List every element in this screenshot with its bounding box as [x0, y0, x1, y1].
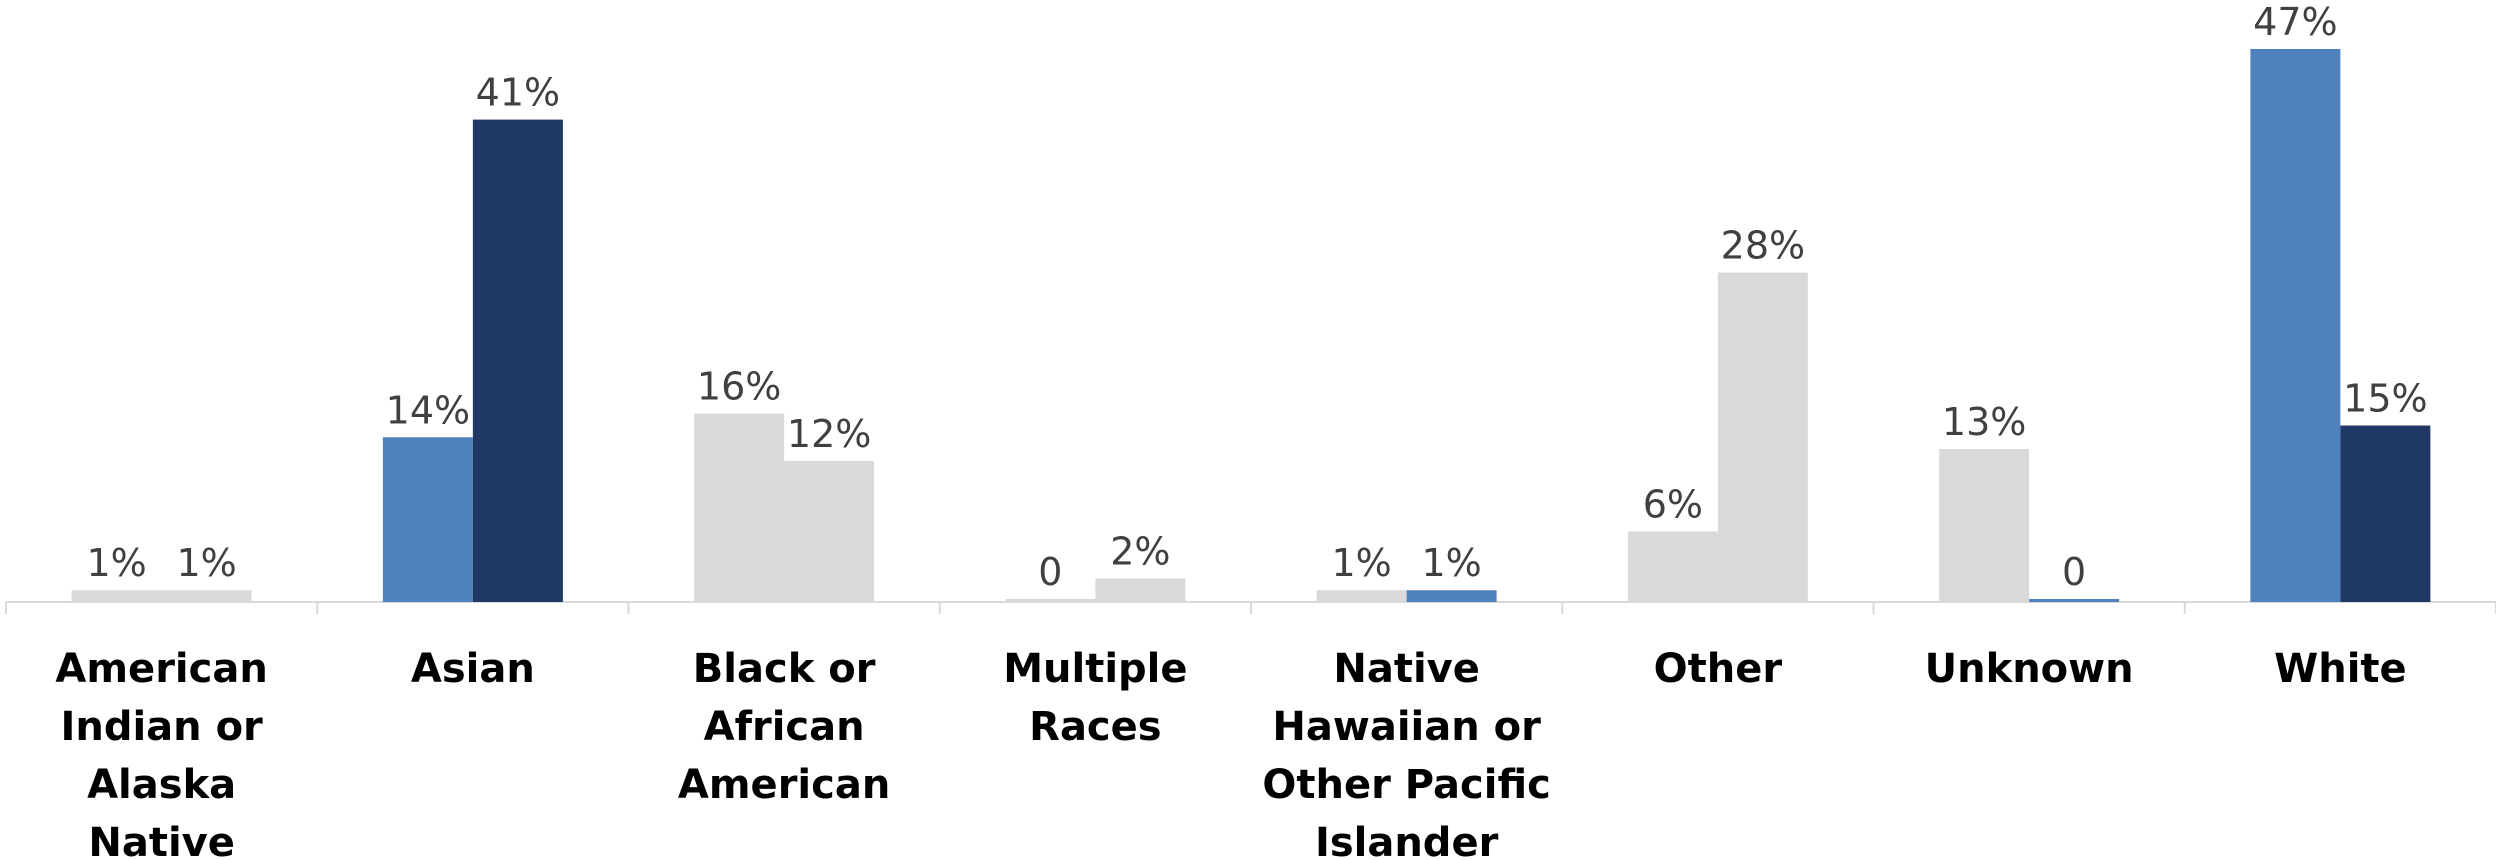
- bar: [694, 413, 785, 602]
- data-label: 0: [1038, 550, 1062, 594]
- bar: [1095, 578, 1186, 602]
- bar: [2340, 425, 2431, 602]
- bar: [71, 590, 162, 602]
- bar: [2250, 49, 2341, 602]
- bar: [1005, 599, 1096, 602]
- x-tick-label: American Indian or Alaska Native: [55, 646, 268, 860]
- bar: [1939, 449, 2030, 602]
- data-label: 6%: [1643, 482, 1703, 526]
- bar: [2029, 599, 2120, 602]
- x-tick-label: Asian: [410, 646, 535, 692]
- data-label: 41%: [476, 71, 560, 115]
- data-label: 0: [2062, 550, 2086, 594]
- bar: [1316, 590, 1407, 602]
- bar: [161, 590, 252, 602]
- bar: [382, 437, 473, 602]
- data-label: 1%: [176, 541, 236, 585]
- data-label: 1%: [86, 541, 146, 585]
- x-tick-label: White: [2274, 646, 2407, 692]
- bar: [1627, 531, 1718, 602]
- x-tick-label: Unknown: [1924, 646, 2134, 692]
- data-label: 14%: [386, 388, 470, 432]
- data-label: 1%: [1421, 541, 1481, 585]
- x-tick-label: Other: [1653, 646, 1783, 692]
- bar: [1406, 590, 1497, 602]
- data-label: 16%: [697, 365, 781, 409]
- x-tick-label: Native Hawaiian or Other Pacific Islande…: [1262, 646, 1551, 860]
- bar: [1717, 272, 1808, 602]
- x-tick-label: Black or African American: [677, 646, 891, 808]
- data-label: 28%: [1721, 224, 1805, 268]
- data-label: 12%: [787, 412, 871, 456]
- data-label: 13%: [1942, 400, 2026, 444]
- data-label: 2%: [1110, 529, 1170, 573]
- bar: [784, 460, 875, 602]
- data-label: 47%: [2253, 0, 2337, 44]
- data-label: 1%: [1331, 541, 1391, 585]
- data-label: 15%: [2343, 377, 2427, 421]
- x-tick-label: Multiple Races: [1003, 646, 1188, 750]
- bar: [472, 119, 563, 603]
